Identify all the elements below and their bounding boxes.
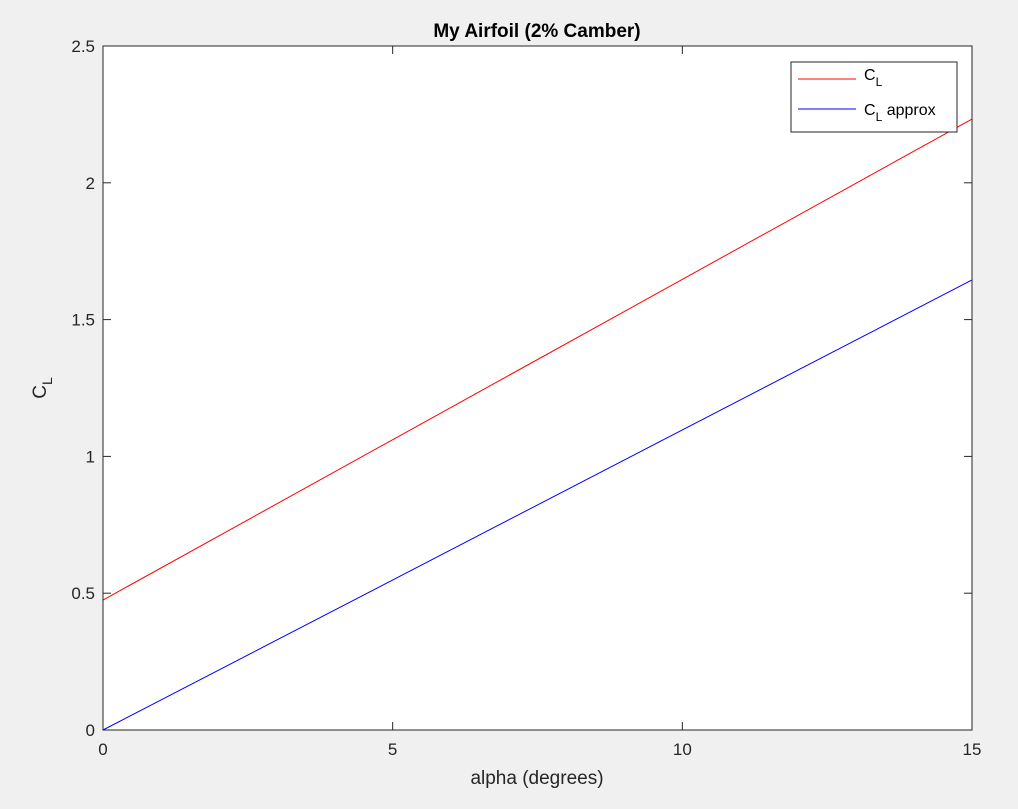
y-axis-label-sub: L xyxy=(39,377,55,385)
axes-background xyxy=(103,46,972,730)
y-tick-label: 0.5 xyxy=(71,584,95,603)
y-tick-label: 0 xyxy=(86,721,95,740)
y-tick-label: 2 xyxy=(86,174,95,193)
x-tick-label: 10 xyxy=(673,740,692,759)
legend[interactable]: CL CL approx xyxy=(791,62,957,132)
x-tick-label: 15 xyxy=(963,740,982,759)
y-tick-label: 1 xyxy=(86,447,95,466)
y-tick-label: 1.5 xyxy=(71,311,95,330)
x-tick-label: 5 xyxy=(388,740,397,759)
chart-title: My Airfoil (2% Camber) xyxy=(433,21,640,42)
x-tick-label: 0 xyxy=(98,740,107,759)
y-axis-label: CL xyxy=(30,377,55,399)
y-axis-label-base: C xyxy=(30,385,51,399)
x-axis-label: alpha (degrees) xyxy=(470,768,603,789)
y-tick-label: 2.5 xyxy=(71,37,95,56)
